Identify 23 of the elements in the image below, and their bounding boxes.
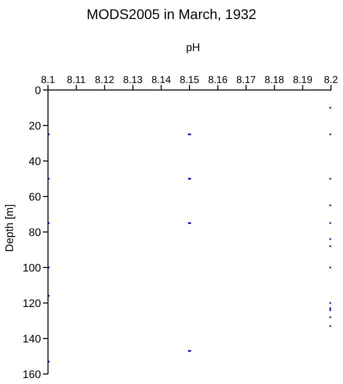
x-tick-label: 8.2 — [324, 75, 338, 86]
y-tick-label: 100 — [22, 262, 41, 274]
y-tick-label: 140 — [22, 333, 41, 346]
x-tick-label: 8.11 — [66, 75, 86, 86]
x-tick-label: 8.1 — [41, 75, 56, 86]
y-tick-label: 120 — [22, 298, 41, 310]
y-tick-label: 0 — [34, 84, 41, 97]
x-axis-title: pH — [184, 42, 202, 54]
y-axis-title: Depth [m] — [4, 203, 16, 254]
y-tick-label: 60 — [28, 191, 41, 204]
x-tick-label: 8.15 — [180, 75, 200, 86]
x-tick-label: 8.17 — [236, 75, 256, 86]
x-tick-label: 8.19 — [292, 75, 313, 86]
x-tick-label: 8.13 — [123, 75, 144, 86]
chart-title: MODS2005 in March, 1932 — [86, 6, 258, 22]
x-tick-label: 8.12 — [94, 75, 115, 86]
y-tick-label: 160 — [22, 368, 41, 381]
y-tick-label: 40 — [28, 156, 41, 168]
y-tick-label: 20 — [28, 120, 41, 132]
x-tick-label: 8.18 — [264, 75, 285, 86]
y-tick-label: 80 — [28, 226, 41, 239]
x-tick-label: 8.14 — [151, 75, 172, 86]
x-tick-label: 8.16 — [208, 75, 228, 86]
